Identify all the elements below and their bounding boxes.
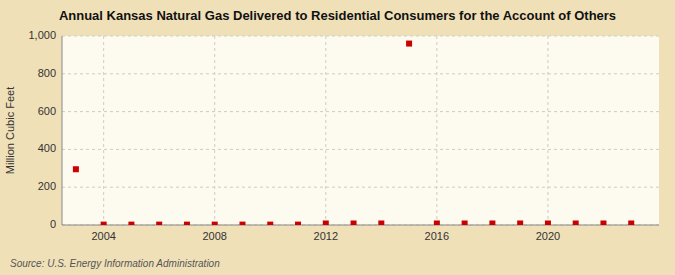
point [600, 220, 606, 225]
x-grid-line [214, 36, 215, 225]
point [101, 222, 107, 225]
y-grid-line [62, 36, 659, 37]
y-tick-label: 1,000 [28, 29, 56, 41]
point [295, 222, 301, 225]
y-tick-label: 400 [38, 142, 56, 154]
point [573, 220, 579, 225]
point [128, 222, 134, 225]
chart: 0 200 400 600 800 1,000 2004 2008 2012 2016 2020 Mi… [0, 0, 675, 275]
y-tick-label: 600 [38, 105, 56, 117]
title: Annual Kansas Natural Gas Delivered to R… [59, 8, 616, 23]
point [267, 222, 273, 225]
point [156, 222, 162, 225]
x-tick-label: 2004 [91, 230, 115, 242]
point [628, 220, 634, 225]
y-grid-line [62, 187, 659, 188]
source: Source: U.S. Energy Information Administ… [10, 258, 220, 269]
x-grid-line [547, 36, 548, 225]
plot-background [62, 36, 659, 225]
y-grid-line [62, 73, 659, 74]
point [184, 222, 190, 225]
x-grid-line [103, 36, 104, 225]
point [212, 222, 218, 225]
grid [62, 36, 659, 225]
marks [73, 41, 634, 225]
point [434, 220, 440, 225]
point [73, 166, 79, 172]
background [0, 0, 675, 275]
point [462, 220, 468, 225]
point [351, 220, 357, 225]
x-grid-line [325, 36, 326, 225]
point [323, 220, 329, 225]
x-tick-label: 2020 [536, 230, 560, 242]
x-axis-line [62, 225, 659, 226]
y-tick-label: 800 [38, 67, 56, 79]
y-tick-label: 0 [50, 218, 56, 230]
x-tick-label: 2016 [425, 230, 449, 242]
y-grid-line [62, 149, 659, 150]
point [378, 220, 384, 225]
y-axis-line [62, 36, 63, 225]
y-axis-label: Million Cubic Feet [4, 87, 16, 174]
point [406, 41, 412, 47]
point [489, 220, 495, 225]
x-grid-line [436, 36, 437, 225]
y-tick-label: 200 [38, 180, 56, 192]
point [239, 222, 245, 225]
point [545, 220, 551, 225]
point [517, 220, 523, 225]
y-grid-line [62, 111, 659, 112]
x-tick-label: 2012 [314, 230, 338, 242]
y-grid-line [62, 225, 659, 226]
x-tick-label: 2008 [202, 230, 226, 242]
